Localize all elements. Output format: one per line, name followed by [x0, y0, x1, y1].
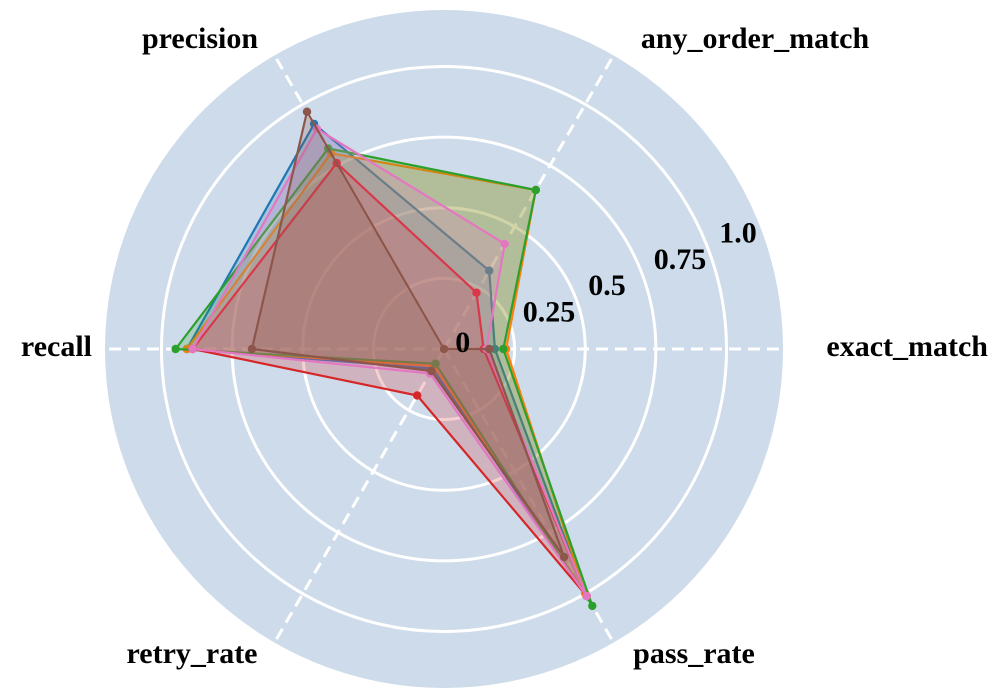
- tick-label-1: 0.25: [523, 296, 576, 329]
- series-2-area: [175, 148, 593, 606]
- tick-label-2: 0.5: [588, 269, 626, 302]
- series-2: [171, 144, 597, 611]
- series-4-point-recall: [188, 344, 197, 354]
- axis-label-recall: recall: [21, 330, 92, 363]
- series-5: [247, 107, 569, 562]
- series-3-area: [192, 163, 587, 597]
- series-5-point-any_order_match: [439, 344, 449, 354]
- series-5-point-retry_rate: [427, 366, 436, 376]
- series-0-point-any_order_match: [485, 266, 494, 275]
- tick-label-3: 0.75: [654, 243, 707, 276]
- series-4-area: [192, 128, 587, 597]
- series-layer: [171, 107, 597, 611]
- axis-label-precision: precision: [142, 22, 258, 55]
- series-5-area: [251, 111, 565, 557]
- axis-label-any_order_match: any_order_match: [641, 22, 870, 55]
- axis-label-exact_match: exact_match: [826, 330, 988, 363]
- series-2-point-retry_rate: [431, 359, 440, 368]
- series-4: [188, 124, 591, 601]
- series-0-area: [186, 123, 586, 594]
- series-5-point-pass_rate: [559, 552, 569, 562]
- tick-label-0: 0: [455, 326, 470, 359]
- series-3-point-retry_rate: [413, 391, 422, 400]
- grid-ring-4: [160, 65, 728, 633]
- series-4-point-pass_rate: [582, 591, 591, 601]
- series-2-point-pass_rate: [588, 601, 597, 611]
- radial-tick-labels: 0 0.25 0.5 0.75 1.0: [455, 216, 756, 359]
- series-5-point-precision: [302, 107, 312, 116]
- series-3-point-any_order_match: [472, 288, 481, 297]
- axis-labels: exact_match any_order_match precision recal…: [21, 22, 988, 670]
- axis-label-retry_rate: retry_rate: [126, 637, 257, 670]
- axis-label-pass_rate: pass_rate: [633, 637, 755, 670]
- series-2-point-any_order_match: [531, 185, 540, 195]
- series-5-point-recall: [247, 344, 257, 354]
- series-1-area: [186, 153, 586, 594]
- series-2-point-exact_match: [499, 344, 508, 354]
- series-4-point-any_order_match: [500, 239, 509, 248]
- series-5-point-exact_match: [485, 344, 494, 354]
- tick-label-4: 1.0: [719, 216, 757, 249]
- grid-ring-1: [371, 276, 517, 422]
- series-2-point-recall: [171, 344, 180, 354]
